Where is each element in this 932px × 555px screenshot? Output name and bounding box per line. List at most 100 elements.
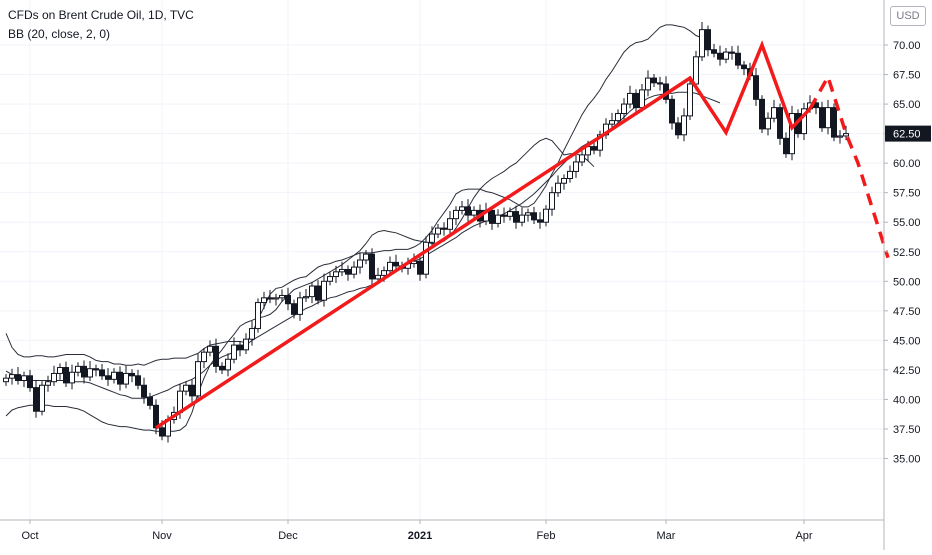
candlestick [441,222,447,236]
candle-body-down [393,261,399,267]
candlestick [555,175,561,197]
y-tick-label: 47.50 [893,306,921,318]
candlestick [819,101,825,132]
candle-body-up [87,368,93,378]
candle-body-up [225,358,231,371]
last-price-marker [885,125,931,142]
candle-body-up [297,297,303,315]
bollinger-lower-band [5,137,595,432]
candle-body-up [525,212,531,216]
candlestick [771,99,777,123]
candle-body-up [111,371,117,380]
candlestick [63,361,69,388]
candlestick [765,112,771,136]
symbol-legend[interactable]: CFDs on Brent Crude Oil, 1D, TVC [8,8,194,22]
candlestick [99,363,105,380]
candle-body-up [543,208,549,223]
candle-body-up [375,274,381,280]
candle-body-up [327,276,333,282]
candle-body-down [819,107,825,129]
candle-body-up [621,103,627,115]
candlestick [423,236,429,279]
candle-body-up [693,56,699,85]
candlestick [27,369,33,392]
candle-body-down [759,98,765,130]
candle-body-down [651,77,657,84]
candlestick [45,375,51,392]
candle-body-up [279,294,285,299]
x-tick-label: Dec [278,530,298,542]
candle-body-up [567,170,573,180]
candlestick [777,103,783,145]
candlestick [261,291,267,310]
x-tick-label: Mar [657,530,676,542]
y-tick-label: 55.00 [893,217,921,229]
candle-body-down [633,92,639,109]
candle-body-up [615,113,621,122]
candlestick [357,252,363,274]
candle-body-up [123,372,129,385]
candlestick [255,298,261,333]
y-tick-label: 70.00 [893,40,921,52]
candle-body-up [339,268,345,273]
candlestick [633,89,639,115]
candlesticks [3,21,849,443]
candlestick [615,109,621,125]
candle-body-up [321,280,327,301]
candlestick [663,76,669,104]
candle-body-up [207,345,213,353]
candlestick [699,21,705,61]
candlestick [93,364,99,377]
bollinger-middle-band [5,91,721,399]
candle-body-down [345,268,351,275]
candle-body-down [417,260,423,275]
candlestick [507,207,513,221]
currency-button[interactable]: USD [890,6,926,26]
candlestick [297,291,303,321]
candle-body-up [801,108,807,135]
y-tick-label: 50.00 [893,276,921,288]
x-tick-label: Nov [152,530,172,542]
last-price-label: 62.50 [893,129,921,141]
candlestick [495,209,501,228]
candlestick [309,281,315,304]
candle-body-up [765,117,771,130]
x-tick-label: 2021 [408,530,432,542]
candle-body-down [729,51,735,54]
candle-body-down [219,365,225,371]
candlestick [471,206,477,220]
y-tick-label: 67.50 [893,70,921,82]
candle-body-down [135,375,141,386]
candle-body-down [657,82,663,85]
candlestick [705,25,711,57]
candlestick [237,340,243,357]
x-tick-label: Apr [795,530,812,542]
candlestick [801,102,807,141]
candlestick [117,366,123,391]
candle-body-down [213,345,219,367]
candle-body-down [129,372,135,377]
candlestick [141,377,147,404]
candle-body-down [441,227,447,230]
candlestick [207,340,213,357]
candlestick [225,353,231,377]
candlestick [75,362,81,377]
candlestick [513,205,519,229]
candlestick [783,132,789,158]
candlestick [57,363,63,380]
indicator-legend[interactable]: BB (20, close, 2, 0) [8,27,111,41]
candlestick [537,212,543,229]
candle-body-up [645,77,651,91]
candle-body-down [537,219,543,223]
candlestick [519,207,525,227]
candle-body-down [369,253,375,280]
candle-body-up [57,367,63,374]
candle-body-down [81,365,87,378]
x-tick-label: Feb [537,530,556,542]
candlestick [789,105,795,161]
candle-body-down [141,384,147,398]
candle-body-up [231,344,237,360]
candlestick [729,46,735,60]
